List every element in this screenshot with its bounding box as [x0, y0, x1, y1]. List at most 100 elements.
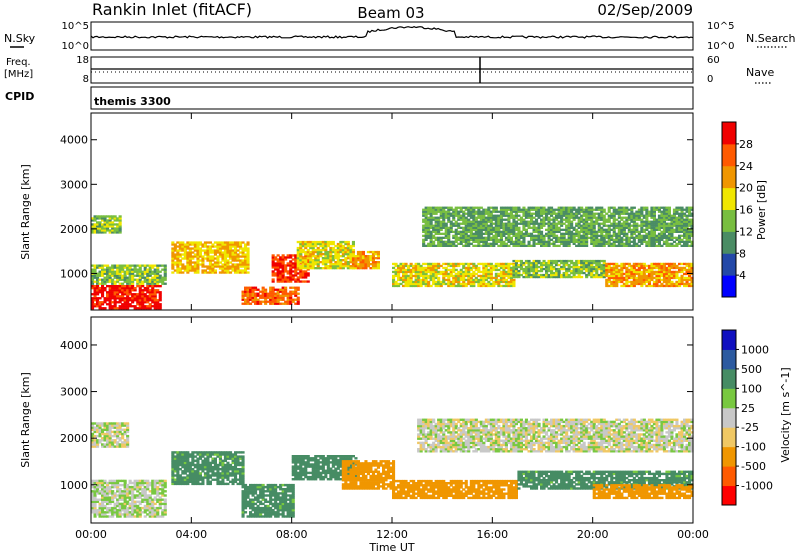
heatmap-cell — [625, 216, 629, 219]
heatmap-cell — [585, 259, 589, 263]
heatmap-cell — [479, 280, 483, 284]
heatmap-cell — [502, 268, 506, 272]
heatmap-cell — [667, 234, 671, 237]
heatmap-cell — [585, 261, 589, 265]
heatmap-cell — [550, 263, 554, 267]
heatmap-cell — [494, 262, 498, 266]
heatmap-cell — [547, 238, 551, 241]
heatmap-cell — [612, 218, 616, 221]
heatmap-cell — [595, 216, 599, 219]
heatmap-cell — [627, 228, 631, 231]
heatmap-cell — [346, 261, 350, 264]
heatmap-cell — [595, 242, 599, 245]
heatmap-cell — [577, 206, 581, 209]
heatmap-cell — [241, 302, 245, 305]
heatmap-cell — [116, 280, 120, 283]
heatmap-cell — [231, 243, 235, 246]
heatmap-cell — [635, 224, 639, 227]
heatmap-cell — [567, 218, 571, 221]
heatmap-cell — [484, 272, 488, 276]
heatmap-cell — [136, 504, 140, 508]
heatmap-cell — [647, 214, 651, 217]
heatmap-cell — [304, 280, 308, 283]
heatmap-cell — [331, 255, 335, 258]
heatmap-cell — [552, 224, 556, 227]
heatmap-cell — [341, 263, 345, 266]
heatmap-cell — [449, 274, 453, 278]
heatmap-cell — [111, 278, 115, 281]
heatmap-cell — [512, 216, 516, 219]
heatmap-cell — [555, 275, 559, 279]
heatmap-cell — [128, 488, 132, 491]
heatmap-cell — [153, 268, 157, 271]
heatmap-cell — [113, 274, 117, 277]
heatmap-cell — [106, 227, 110, 230]
heatmap-cell — [276, 274, 280, 277]
heatmap-cell — [497, 214, 501, 217]
heatmap-cell — [459, 242, 463, 245]
heatmap-cell — [565, 214, 569, 217]
heatmap-cell — [514, 271, 518, 275]
heatmap-cell — [409, 274, 413, 278]
heatmap-cell — [607, 214, 611, 217]
heatmap-cell — [306, 250, 310, 254]
heatmap-cell — [542, 206, 546, 209]
heatmap-cell — [186, 243, 190, 246]
heatmap-cell — [680, 230, 684, 233]
heatmap-cell — [657, 210, 661, 213]
heatmap-cell — [301, 261, 305, 264]
heatmap-cell — [334, 253, 338, 256]
heatmap-cell — [612, 282, 616, 286]
heatmap-cell — [650, 210, 654, 213]
heatmap-cell — [477, 206, 481, 209]
heatmap-cell — [612, 224, 616, 227]
heatmap-cell — [504, 274, 508, 278]
heatmap-cell — [464, 244, 468, 247]
heatmap-cell — [156, 307, 160, 310]
heatmap-cell — [487, 230, 491, 233]
heatmap-cell — [442, 220, 446, 223]
heatmap-cell — [136, 272, 140, 275]
heatmap-cell — [286, 278, 290, 281]
heatmap-cell — [427, 228, 431, 231]
heatmap-cell — [685, 284, 689, 288]
heatmap-cell — [103, 223, 107, 226]
heatmap-cell — [111, 513, 115, 516]
power-colorbar-tick-label: 8 — [739, 247, 746, 260]
heatmap-cell — [650, 278, 654, 282]
heatmap-cell — [560, 214, 564, 217]
heatmap-cell — [497, 268, 501, 272]
heatmap-cell — [672, 236, 676, 239]
heatmap-cell — [632, 218, 636, 221]
heatmap-cell — [555, 212, 559, 215]
heatmap-cell — [680, 266, 684, 270]
heatmap-cell — [412, 266, 416, 270]
heatmap-cell — [334, 255, 338, 258]
heatmap-cell — [143, 268, 147, 271]
heatmap-cell — [507, 270, 511, 274]
heatmap-cell — [605, 284, 609, 288]
heatmap-cell — [316, 255, 320, 258]
heatmap-cell — [148, 305, 152, 308]
heatmap-cell — [542, 234, 546, 237]
heatmap-cell — [474, 278, 478, 282]
heatmap-cell — [126, 490, 130, 493]
heatmap-cell — [153, 295, 157, 298]
heatmap-cell — [276, 292, 280, 295]
heatmap-cell — [424, 282, 428, 286]
heatmap-cell — [454, 280, 458, 284]
heatmap-cell — [351, 257, 355, 260]
heatmap-cell — [111, 295, 115, 298]
heatmap-cell — [314, 257, 318, 260]
heatmap-cell — [171, 267, 175, 270]
heatmap-cell — [341, 244, 345, 248]
heatmap-cell — [454, 272, 458, 276]
heatmap-cell — [580, 269, 584, 273]
heatmap-cell — [96, 303, 100, 306]
heatmap-cell — [449, 268, 453, 272]
heatmap-cell — [522, 242, 526, 245]
heatmap-cell — [537, 273, 541, 277]
heatmap-cell — [211, 271, 215, 274]
heatmap-cell — [517, 269, 521, 273]
